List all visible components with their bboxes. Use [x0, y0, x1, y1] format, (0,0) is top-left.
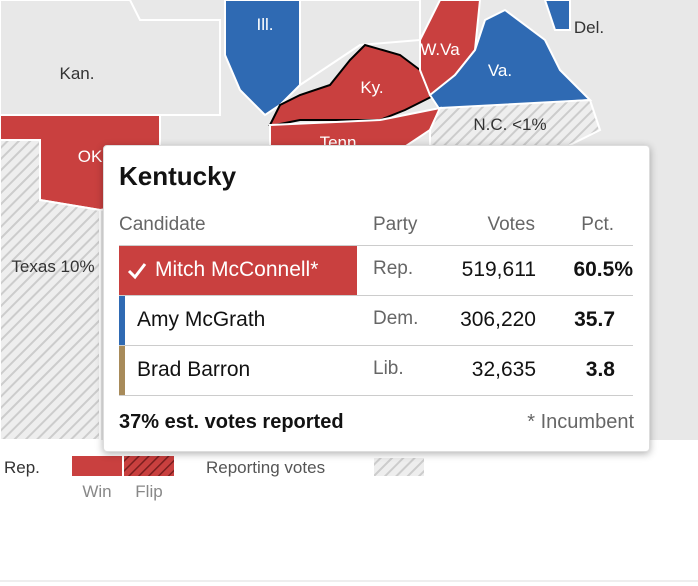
state-label: N.C. <1%: [473, 115, 546, 134]
check-icon: [127, 263, 147, 280]
tooltip-title: Kentucky: [119, 161, 237, 191]
percent: 3.8: [585, 358, 615, 381]
state-label: Del.: [574, 18, 604, 37]
legend-swatch-win: [72, 456, 122, 476]
tooltip: Kentucky Candidate Party Votes Pct. Mitc…: [103, 145, 650, 452]
state-texas: [0, 139, 101, 441]
state-label: Ill.: [257, 15, 274, 34]
candidate-row: Amy McGrath Dem. 306,220 35.7: [119, 295, 633, 345]
party: Lib.: [373, 358, 404, 379]
votes: 306,220: [460, 308, 536, 331]
candidate-name: Brad Barron: [137, 358, 251, 381]
votes: 32,635: [471, 358, 536, 381]
candidate-name: Mitch McConnell*: [155, 258, 319, 281]
map-labels: Ill. Del. W.Va Va. Kan. Ky. Tenn N.C. <1…: [11, 15, 604, 276]
legend-label: Reporting votes: [206, 458, 325, 477]
state-kansas: [0, 0, 221, 116]
legend-swatch-reporting: [374, 458, 424, 476]
legend-swatch-flip: [124, 456, 174, 476]
percent: 60.5%: [573, 258, 633, 281]
column-header: Party: [373, 214, 418, 235]
incumbent-note: * Incumbent: [527, 411, 634, 433]
column-header: Pct.: [581, 214, 614, 235]
state-label: Texas 10%: [11, 257, 94, 276]
candidate-row: Mitch McConnell* Rep. 519,611 60.5%: [119, 245, 633, 295]
column-header: Candidate: [119, 214, 206, 235]
winner-highlight: [119, 246, 357, 295]
legend-label: Rep.: [4, 458, 40, 477]
candidate-name: Amy McGrath: [137, 308, 266, 331]
state-label: Va.: [488, 61, 512, 80]
party-bar: [119, 296, 125, 345]
state-delaware: [543, 0, 571, 31]
legend-label: Flip: [135, 482, 162, 501]
votes: 519,611: [461, 258, 536, 281]
party-bar: [119, 346, 125, 395]
reporting-note: 37% est. votes reported: [119, 411, 344, 433]
state-label: Kan.: [60, 64, 95, 83]
candidate-row: Brad Barron Lib. 32,635 3.8: [119, 345, 633, 396]
state-label: Ky.: [360, 78, 383, 97]
column-header: Votes: [487, 214, 535, 235]
party: Rep.: [373, 258, 414, 279]
state-label: W.Va: [420, 40, 460, 59]
state-indiana-ohio: [299, 0, 421, 87]
state-kentucky: [268, 43, 437, 126]
state-label: OK: [78, 147, 103, 166]
legend-label: Win: [82, 482, 111, 501]
party: Dem.: [373, 308, 419, 329]
percent: 35.7: [574, 308, 615, 331]
